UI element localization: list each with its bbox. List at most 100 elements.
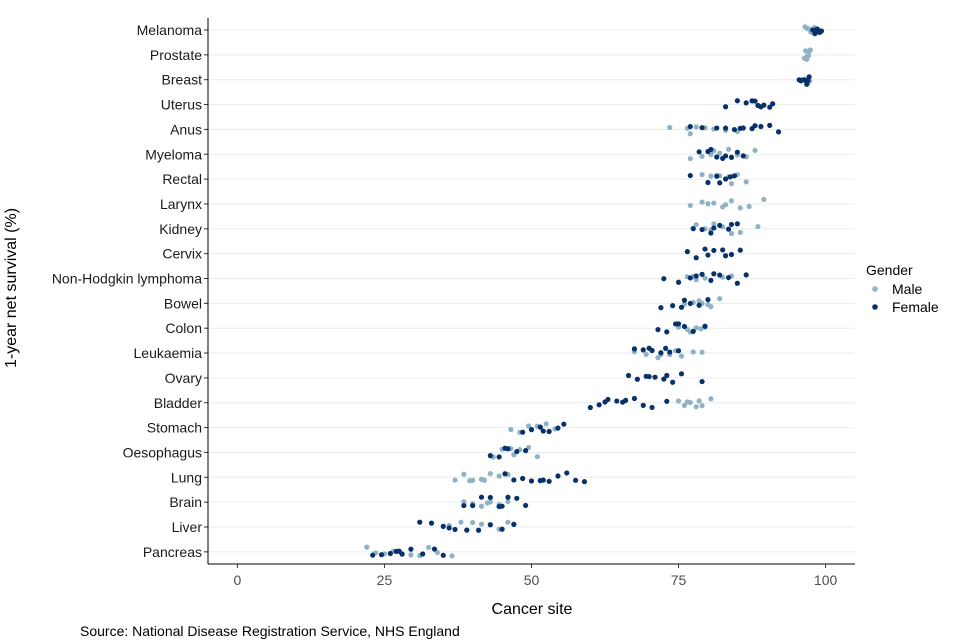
data-point-male: [693, 124, 699, 130]
data-point-female: [620, 399, 626, 405]
data-point-female: [496, 454, 502, 460]
data-point-male: [723, 202, 729, 208]
data-point-male: [705, 301, 711, 308]
data-point-female: [708, 146, 714, 153]
data-point-male: [643, 351, 649, 357]
data-point-female: [740, 153, 746, 159]
data-point-female: [537, 424, 543, 430]
data-point-female: [625, 372, 632, 379]
data-point-female: [678, 304, 685, 310]
data-point-female: [667, 349, 673, 355]
data-point-male: [728, 198, 735, 204]
data-point-female: [431, 546, 438, 552]
category-label: Oesophagus: [123, 444, 202, 460]
data-point-female: [661, 376, 667, 382]
axes: [204, 18, 855, 568]
data-point-female: [664, 372, 670, 379]
category-label: Leukaemia: [134, 345, 203, 361]
data-point-female: [564, 470, 570, 476]
data-point-female: [546, 478, 552, 484]
data-point-female: [655, 326, 661, 333]
data-point-female: [555, 473, 561, 479]
data-point-female: [440, 523, 446, 529]
data-point-female: [561, 421, 567, 427]
data-point-male: [690, 349, 696, 355]
data-point-male: [687, 131, 693, 137]
data-point-male: [737, 205, 743, 211]
data-point-male: [725, 146, 732, 152]
data-point-female: [728, 221, 735, 228]
data-point-female: [420, 551, 426, 557]
data-point-female: [581, 479, 588, 485]
category-label: Myeloma: [145, 146, 202, 162]
data-point-female: [725, 226, 732, 232]
data-point-female: [499, 503, 505, 509]
data-point-female: [502, 445, 508, 451]
data-point-female: [520, 429, 526, 435]
data-point-female: [675, 321, 682, 327]
data-point-female: [396, 548, 402, 554]
data-point-female: [687, 300, 693, 307]
category-label: Breast: [162, 72, 203, 88]
data-point-male: [746, 203, 752, 210]
data-point-female: [631, 395, 638, 402]
data-point-female: [487, 453, 493, 459]
data-point-female: [520, 475, 526, 482]
data-point-female: [631, 346, 638, 352]
category-label: Colon: [165, 320, 202, 336]
category-label: Cervix: [162, 246, 202, 262]
data-point-male: [684, 399, 690, 405]
data-point-male: [667, 124, 673, 131]
data-point-female: [708, 230, 714, 236]
data-point-male: [458, 519, 464, 525]
data-point-female: [725, 274, 732, 281]
data-point-female: [634, 376, 640, 382]
legend-title: Gender: [866, 262, 913, 278]
data-point-female: [661, 276, 667, 282]
x-axis-title: Cancer site: [492, 601, 573, 618]
data-point-female: [711, 271, 717, 277]
data-point-female: [705, 252, 711, 258]
data-point-female: [702, 246, 708, 252]
data-point-male: [543, 421, 549, 427]
data-point-female: [696, 302, 702, 308]
data-point-female: [573, 477, 579, 483]
data-point-female: [478, 494, 485, 500]
data-point-female: [670, 379, 676, 385]
data-point-male: [478, 521, 485, 527]
data-point-male: [804, 53, 810, 59]
data-point-male: [711, 200, 717, 206]
data-point-female: [475, 527, 482, 533]
data-point-male: [452, 477, 458, 483]
data-point-female: [487, 522, 493, 528]
data-point-male: [505, 519, 511, 525]
data-point-female: [758, 104, 764, 110]
data-point-female: [714, 125, 720, 131]
category-label: Rectal: [162, 171, 202, 187]
data-point-female: [502, 471, 508, 477]
data-point-male: [708, 173, 714, 179]
data-point-female: [417, 519, 423, 525]
data-point-female: [452, 526, 458, 533]
data-point-female: [775, 129, 782, 135]
data-point-female: [731, 126, 738, 133]
data-point-female: [699, 378, 705, 385]
x-tick-label: 0: [234, 572, 242, 588]
data-point-female: [734, 98, 740, 104]
data-point-female: [658, 350, 664, 356]
data-point-female: [737, 247, 743, 253]
data-point-male: [699, 153, 705, 159]
category-label: Melanoma: [137, 22, 203, 38]
data-point-female: [734, 221, 740, 227]
data-point-male: [737, 229, 743, 235]
legend-label-male: Male: [892, 281, 923, 297]
data-point-male: [434, 549, 440, 556]
data-point-male: [505, 498, 511, 505]
data-point-female: [805, 78, 811, 84]
data-point-female: [717, 222, 723, 229]
data-point-female: [705, 179, 711, 186]
data-point-male: [408, 552, 414, 558]
data-point-female: [528, 478, 535, 484]
